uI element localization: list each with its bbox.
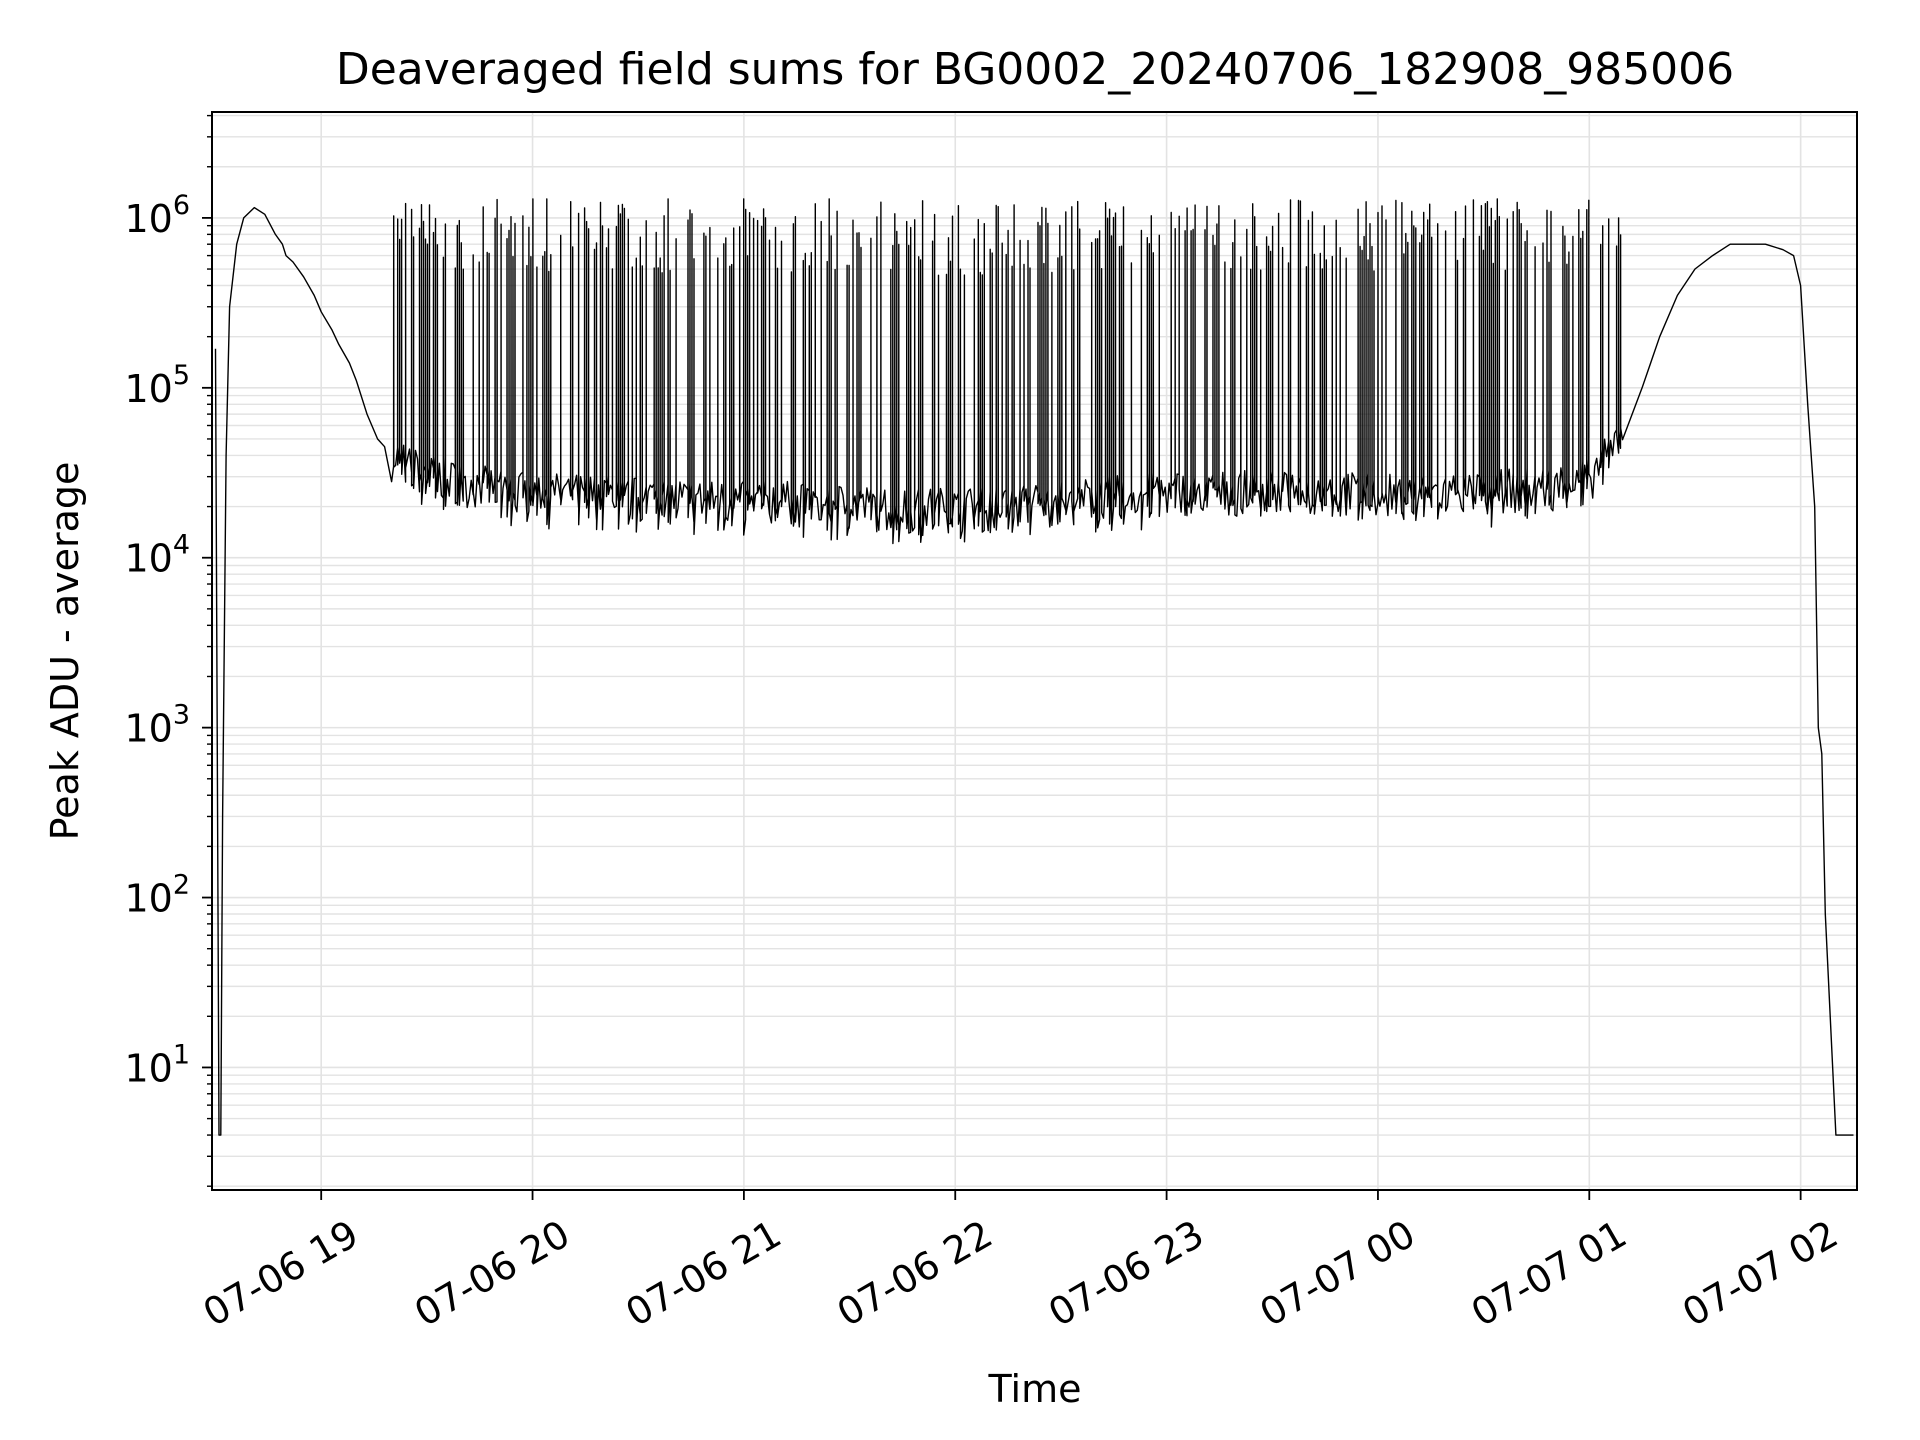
y-tick-label: 104	[124, 530, 190, 581]
x-axis: 07-06 19 07-06 20 07-06 21 07-06 22 07-06 23…	[196, 1190, 1845, 1335]
plot-area	[214, 198, 1854, 1136]
y-tick-label: 101	[124, 1039, 190, 1090]
x-tick-label: 07-06 21	[618, 1212, 788, 1336]
x-axis-label: Time	[988, 1367, 1082, 1411]
x-tick-label: 07-06 20	[407, 1212, 577, 1336]
data-line	[214, 198, 1854, 1136]
y-axis-label: Peak ADU - average	[43, 462, 87, 841]
plot-frame	[211, 111, 1858, 1191]
y-axis: 101 102 103 104 105 106	[124, 114, 212, 1187]
y-tick-label: 105	[124, 360, 190, 411]
chart-title: Deaveraged field sums for BG0002_2024070…	[336, 44, 1734, 95]
x-tick-label: 07-06 23	[1041, 1212, 1211, 1336]
x-tick-label: 07-06 22	[830, 1212, 1000, 1336]
x-tick-label: 07-06 19	[196, 1212, 366, 1336]
y-tick-label: 102	[124, 870, 190, 921]
x-tick-label: 07-07 02	[1675, 1212, 1845, 1336]
y-tick-label: 103	[124, 700, 190, 751]
x-tick-label: 07-07 00	[1252, 1212, 1422, 1336]
x-tick-label: 07-07 01	[1464, 1212, 1634, 1336]
y-tick-label: 106	[124, 190, 190, 241]
